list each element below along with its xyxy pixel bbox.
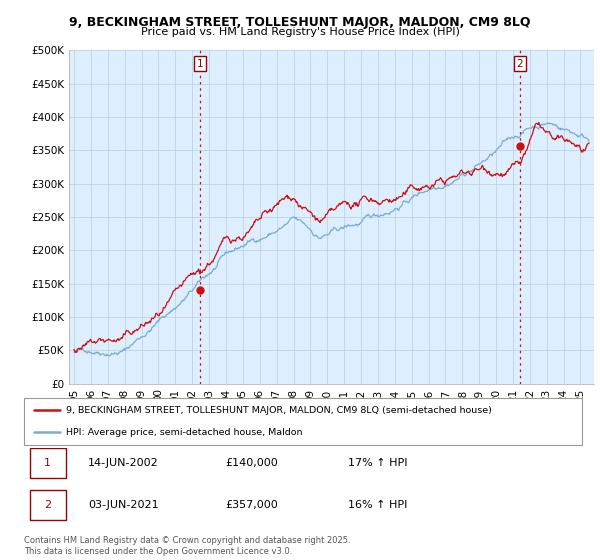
- Text: 17% ↑ HPI: 17% ↑ HPI: [347, 458, 407, 468]
- Bar: [29, 448, 66, 478]
- Text: 1: 1: [44, 458, 51, 468]
- Text: £357,000: £357,000: [225, 500, 278, 510]
- Text: £140,000: £140,000: [225, 458, 278, 468]
- Text: 1: 1: [197, 59, 203, 69]
- Text: HPI: Average price, semi-detached house, Maldon: HPI: Average price, semi-detached house,…: [66, 428, 302, 437]
- Text: 03-JUN-2021: 03-JUN-2021: [88, 500, 159, 510]
- Text: Contains HM Land Registry data © Crown copyright and database right 2025.
This d: Contains HM Land Registry data © Crown c…: [24, 536, 350, 556]
- Text: 9, BECKINGHAM STREET, TOLLESHUNT MAJOR, MALDON, CM9 8LQ: 9, BECKINGHAM STREET, TOLLESHUNT MAJOR, …: [69, 16, 531, 29]
- Text: Price paid vs. HM Land Registry's House Price Index (HPI): Price paid vs. HM Land Registry's House …: [140, 27, 460, 37]
- Text: 14-JUN-2002: 14-JUN-2002: [88, 458, 159, 468]
- Text: 9, BECKINGHAM STREET, TOLLESHUNT MAJOR, MALDON, CM9 8LQ (semi-detached house): 9, BECKINGHAM STREET, TOLLESHUNT MAJOR, …: [66, 406, 492, 415]
- Text: 2: 2: [517, 59, 523, 69]
- Text: 2: 2: [44, 500, 51, 510]
- Bar: [29, 489, 66, 520]
- Text: 16% ↑ HPI: 16% ↑ HPI: [347, 500, 407, 510]
